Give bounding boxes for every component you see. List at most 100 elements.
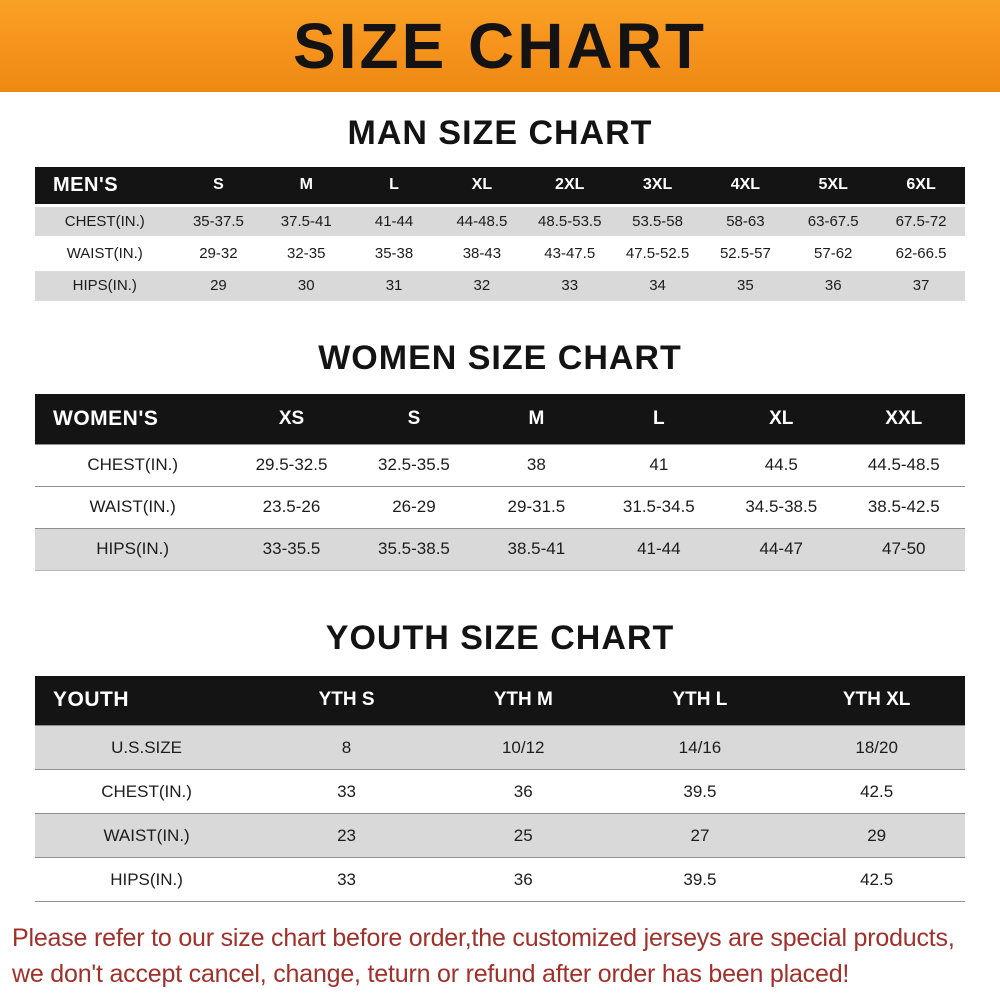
youth-measure-row: U.S.SIZE 8 10/12 14/16 18/20 <box>35 725 965 770</box>
men-size-table: MEN'S S M L XL 2XL 3XL 4XL 5XL 6XL CHEST(IN.) 35-37… <box>35 167 965 301</box>
footer-line2: we don't accept cancel, change, teturn o… <box>12 959 850 988</box>
women-size-header: M <box>475 394 598 444</box>
youth-value-cell: 42.5 <box>860 781 894 801</box>
youth-size-header: YTH XL <box>788 675 965 726</box>
women-size-header: L <box>597 394 721 444</box>
youth-header-row: YOUTH YTH S YTH M YTH L YTH XL <box>35 675 965 726</box>
men-value-cell: 35-37.5 <box>192 212 244 230</box>
men-size-header: XL <box>437 167 526 205</box>
youth-value-cell: 8 <box>341 737 352 757</box>
women-size-table: WOMEN'S XS S M L XL XXL CHEST(IN.) 29.5-32.5 32.5… <box>35 394 965 571</box>
youth-size-table: YOUTH YTH S YTH M YTH L YTH XL U.S.SIZE 8 10/12… <box>35 675 965 903</box>
man-size-section: MAN SIZE CHART MEN'S S M L XL 2XL 3XL 4XL 5XL 6XL… <box>0 114 1000 301</box>
youth-row-label: CHEST(IN.) <box>101 781 192 801</box>
men-header-row: MEN'S S M L XL 2XL 3XL 4XL 5XL 6XL <box>35 167 965 205</box>
women-size-header: XS <box>230 394 353 444</box>
women-row-label: WAIST(IN.) <box>89 497 176 516</box>
men-value-cell: 47.5-52.5 <box>625 244 690 262</box>
youth-value-cell: 42.5 <box>860 869 894 889</box>
banner-title: SIZE CHART <box>293 10 707 82</box>
men-size-header: M <box>262 167 351 205</box>
women-value-cell: 38.5-42.5 <box>867 497 940 516</box>
men-value-cell: 67.5-72 <box>895 212 947 230</box>
footer-line1: Please refer to our size chart before or… <box>12 924 955 952</box>
men-value-cell: 33 <box>561 277 579 295</box>
women-value-cell: 38 <box>526 455 546 474</box>
women-value-cell: 41 <box>649 455 669 474</box>
women-size-section: WOMEN SIZE CHART WOMEN'S XS S M L XL XXL CHEST(… <box>0 339 1000 571</box>
women-value-cell: 35.5-38.5 <box>378 539 450 558</box>
women-measure-row: WAIST(IN.) 23.5-26 26-29 29-31.5 31.5-34.5 34… <box>35 486 965 528</box>
men-row-label: HIPS(IN.) <box>72 277 137 295</box>
women-value-cell: 31.5-34.5 <box>622 497 695 516</box>
women-size-header: XL <box>720 394 843 444</box>
youth-size-header: YTH M <box>434 675 612 726</box>
men-measure-row: HIPS(IN.) 29 30 31 32 33 34 35 36 37 <box>35 269 965 301</box>
youth-value-cell: 29 <box>867 825 887 845</box>
men-table-title: MEN'S <box>35 167 175 205</box>
youth-value-cell: 33 <box>337 869 356 889</box>
men-value-cell: 32-35 <box>287 244 326 262</box>
youth-size-section: YOUTH SIZE CHART YOUTH YTH S YTH M YTH L YTH… <box>0 619 1000 903</box>
men-value-cell: 37 <box>912 277 930 295</box>
size-chart-banner: SIZE CHART <box>0 0 1000 92</box>
men-measure-row: WAIST(IN.) 29-32 32-35 35-38 38-43 43-47.5 47.… <box>35 237 965 269</box>
youth-value-cell: 39.5 <box>683 869 717 889</box>
men-size-header: S <box>174 167 263 205</box>
men-value-cell: 53.5-58 <box>632 212 683 230</box>
men-value-cell: 36 <box>824 277 842 295</box>
men-size-header: 2XL <box>525 167 614 205</box>
women-row-label: CHEST(IN.) <box>87 455 178 474</box>
women-section-heading: WOMEN SIZE CHART <box>318 339 682 377</box>
youth-row-label: WAIST(IN.) <box>103 825 190 845</box>
men-value-cell: 35 <box>737 277 754 295</box>
youth-value-cell: 36 <box>513 781 533 801</box>
men-value-cell: 37.5-41 <box>280 212 332 230</box>
women-value-cell: 44.5-48.5 <box>867 455 940 474</box>
men-size-header: 3XL <box>613 167 702 205</box>
men-value-cell: 31 <box>385 277 403 295</box>
women-measure-row: CHEST(IN.) 29.5-32.5 32.5-35.5 38 41 44.5 44.5… <box>35 444 965 486</box>
youth-value-cell: 23 <box>337 825 356 845</box>
women-value-cell: 47-50 <box>882 539 926 558</box>
men-value-cell: 29-32 <box>199 244 238 262</box>
men-value-cell: 35-38 <box>374 244 414 262</box>
women-value-cell: 44.5 <box>764 455 798 474</box>
men-value-cell: 48.5-53.5 <box>538 212 602 230</box>
men-value-cell: 29 <box>210 277 227 295</box>
women-value-cell: 38.5-41 <box>507 539 566 558</box>
footer-note: Please refer to our size chart before or… <box>12 922 1000 992</box>
men-measure-row: CHEST(IN.) 35-37.5 37.5-41 41-44 44-48.5 48.5… <box>35 205 965 237</box>
women-size-header: XXL <box>842 394 965 444</box>
men-size-header: 6XL <box>877 167 965 205</box>
women-value-cell: 44-47 <box>759 539 803 558</box>
youth-row-label: HIPS(IN.) <box>110 869 183 889</box>
men-value-cell: 32 <box>473 277 491 295</box>
women-value-cell: 29-31.5 <box>507 497 566 516</box>
women-size-header: S <box>352 394 476 444</box>
men-value-cell: 57-62 <box>814 244 853 262</box>
women-value-cell: 41-44 <box>637 539 681 558</box>
men-value-cell: 44-48.5 <box>456 212 508 230</box>
youth-measure-row: WAIST(IN.) 23 25 27 29 <box>35 813 965 858</box>
men-value-cell: 43-47.5 <box>544 244 596 262</box>
women-value-cell: 23.5-26 <box>262 497 321 516</box>
youth-measure-row: HIPS(IN.) 33 36 39.5 42.5 <box>35 857 965 902</box>
youth-table-title: YOUTH <box>35 675 259 726</box>
man-section-heading: MAN SIZE CHART <box>347 114 653 152</box>
women-value-cell: 29.5-32.5 <box>255 455 328 474</box>
men-value-cell: 58-63 <box>726 212 765 230</box>
youth-value-cell: 33 <box>337 781 356 801</box>
men-value-cell: 52.5-57 <box>719 244 771 262</box>
youth-value-cell: 36 <box>513 869 533 889</box>
youth-size-header: YTH S <box>258 675 435 726</box>
women-table-title: WOMEN'S <box>35 394 231 444</box>
youth-row-label: U.S.SIZE <box>111 737 183 757</box>
men-row-label: WAIST(IN.) <box>66 244 143 262</box>
men-value-cell: 63-67.5 <box>807 212 859 230</box>
men-value-cell: 38-43 <box>462 244 502 262</box>
youth-value-cell: 14/16 <box>678 737 722 757</box>
women-row-label: HIPS(IN.) <box>96 539 170 558</box>
women-value-cell: 34.5-38.5 <box>745 497 818 516</box>
men-size-header: 5XL <box>789 167 878 205</box>
